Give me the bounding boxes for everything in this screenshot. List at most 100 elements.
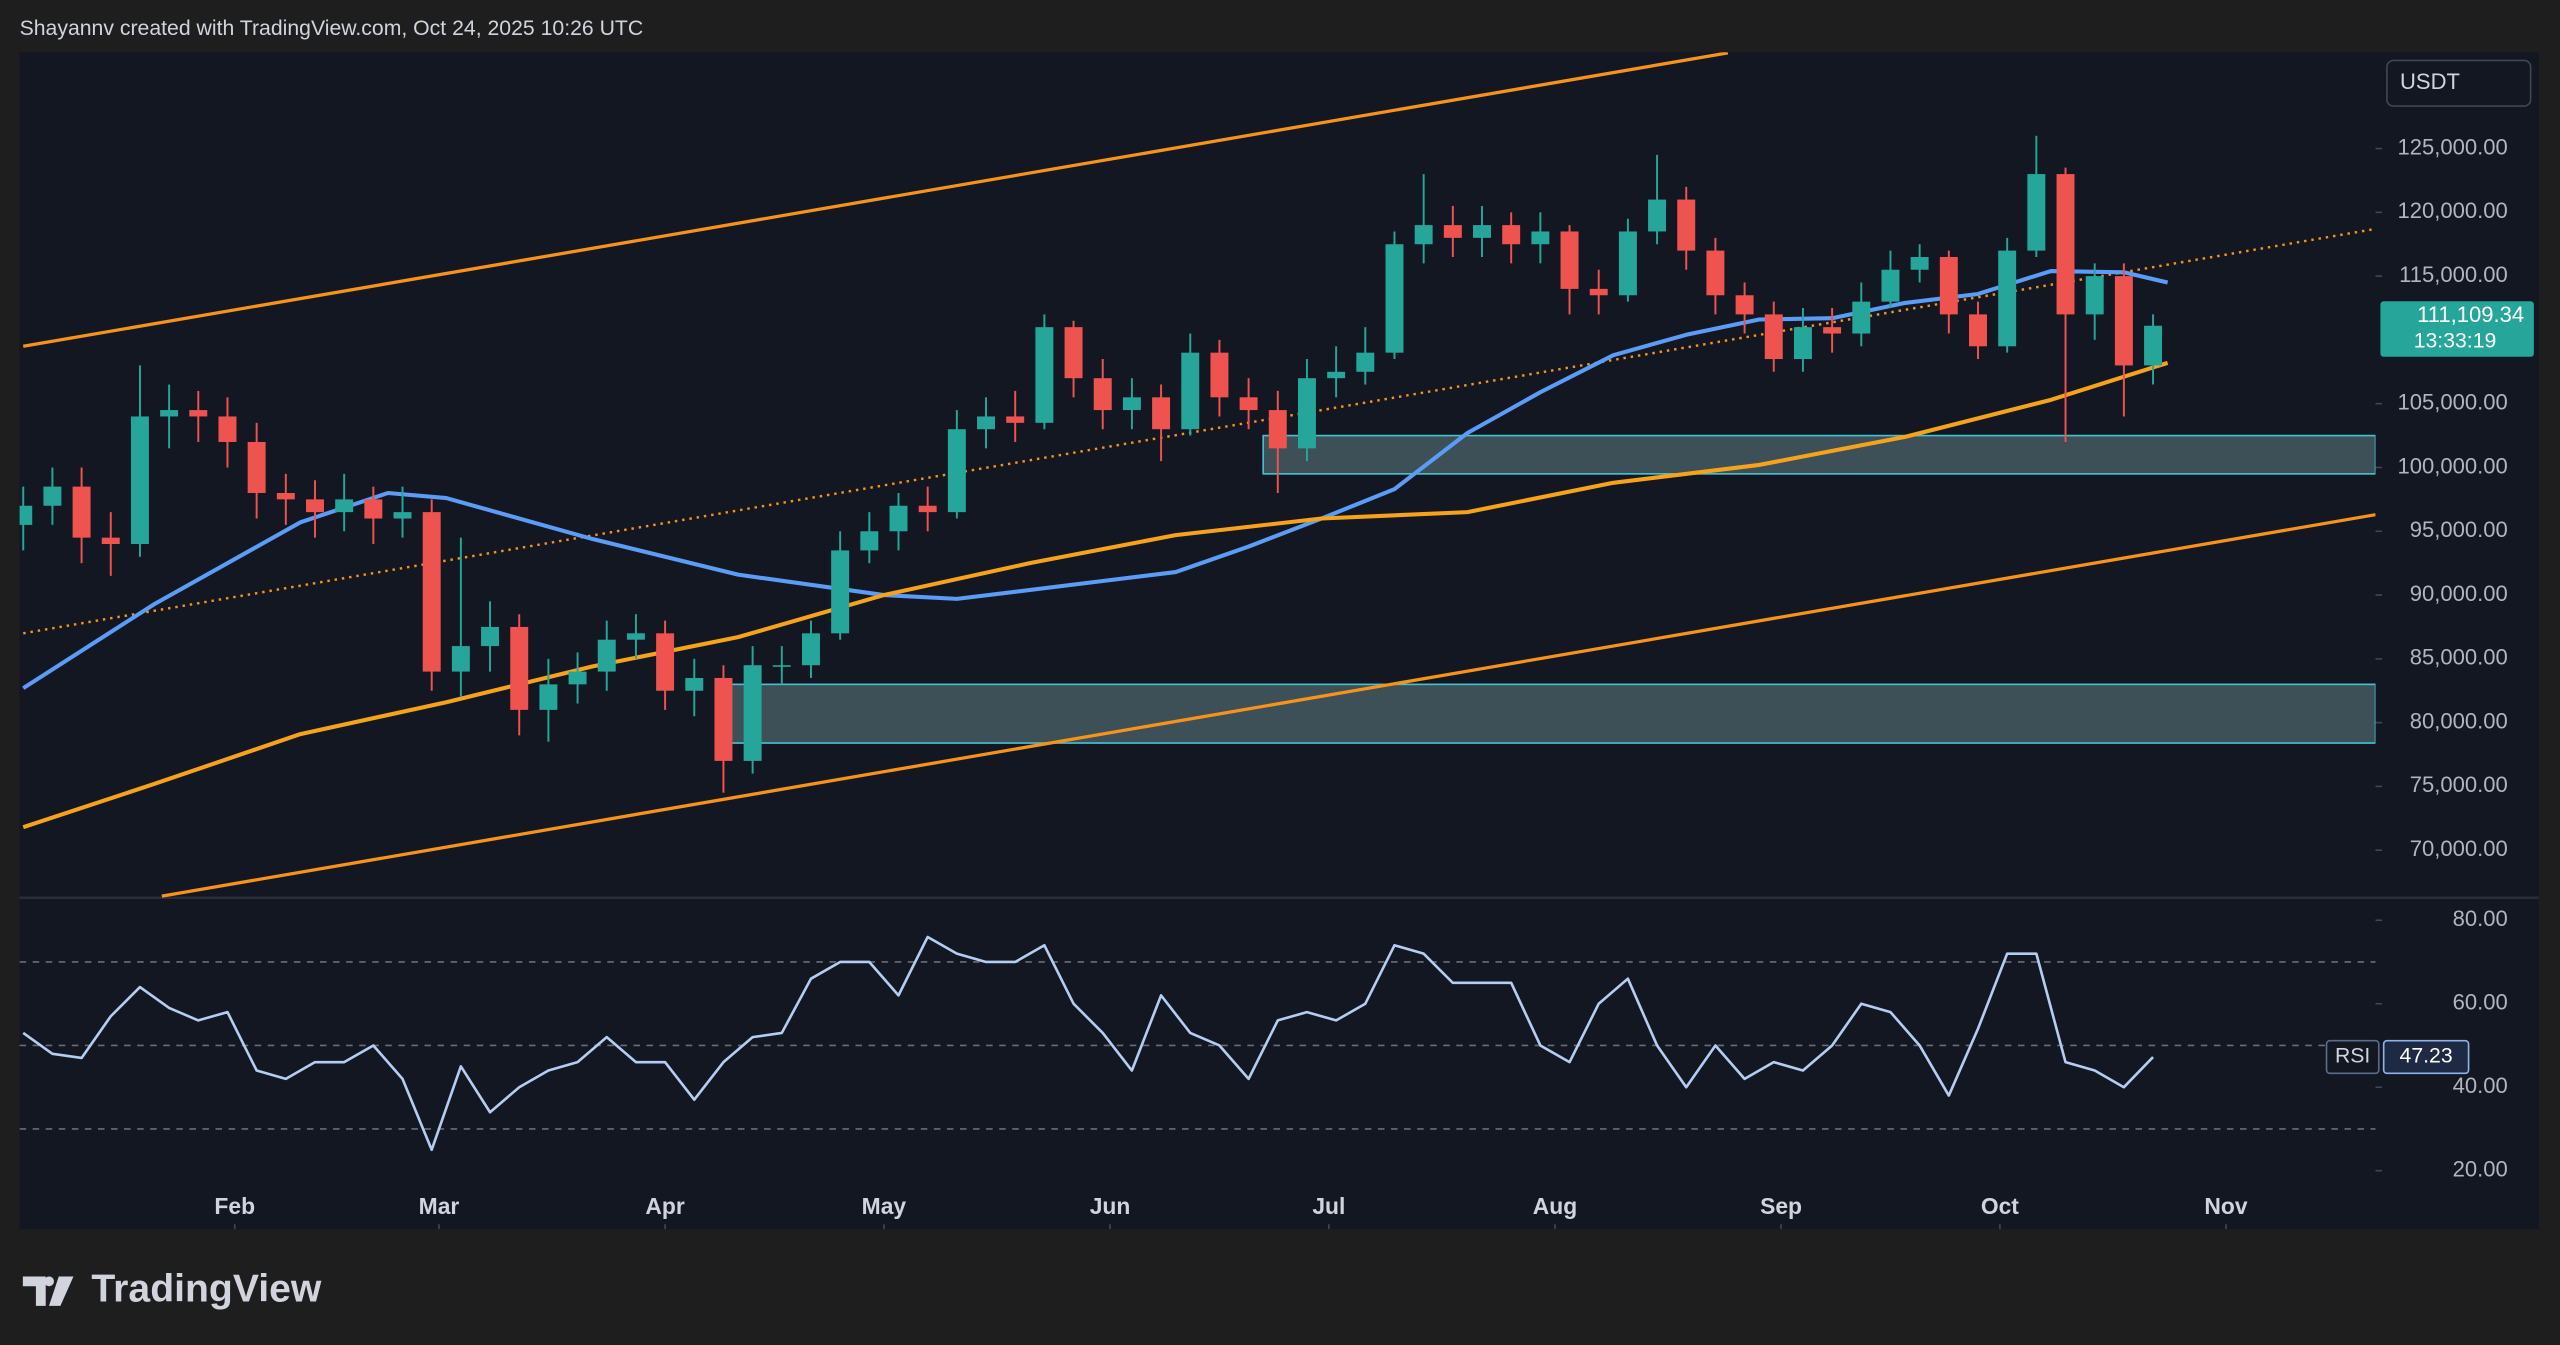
candle-body (539, 684, 558, 710)
rsi-value-box (2382, 1039, 2470, 1075)
x-tick-label: Sep (1760, 1193, 1802, 1219)
currency-label: USDT (2400, 69, 2460, 94)
candle-body (1735, 295, 1754, 315)
candle-body (2027, 174, 2046, 251)
candle-body (626, 633, 645, 640)
candle-body (451, 646, 470, 672)
candle-body (247, 441, 266, 493)
candle-body (72, 486, 91, 538)
x-tick-label: Nov (2204, 1193, 2247, 1219)
candle-body (1268, 410, 1287, 449)
last-price-label: 111,109.34 (2417, 302, 2524, 327)
support-zone (729, 683, 2376, 744)
candle-body (1706, 250, 1725, 296)
candle-body (189, 410, 208, 417)
candle-body (2085, 276, 2104, 315)
y-tick-label: 75,000.00 (2410, 772, 2508, 797)
candle-body (1881, 269, 1900, 302)
x-tick-label: Mar (419, 1193, 460, 1219)
candle-body (860, 531, 879, 551)
y-tick-label: 60.00 (2453, 990, 2508, 1015)
header-text: Shayannv created with TradingView.com, O… (20, 17, 644, 40)
brand-name: TradingView (91, 1267, 321, 1310)
x-tick-label: Feb (214, 1193, 255, 1219)
candle-body (160, 410, 179, 417)
candle-body (364, 499, 383, 519)
candle-body (19, 505, 33, 525)
candle-body (1910, 256, 1929, 270)
candle-body (1502, 225, 1521, 245)
candle-body (1414, 225, 1433, 245)
candle-body (918, 505, 937, 513)
candle-body (335, 499, 354, 513)
candle-body (772, 665, 791, 667)
candle-body (393, 512, 412, 519)
candle-body (1969, 314, 1987, 347)
candle-body (1239, 397, 1258, 411)
candle-body (1006, 416, 1025, 423)
candle-body (831, 550, 850, 634)
candle-body (2114, 276, 2133, 366)
candle-body (2056, 174, 2075, 315)
candle-body (1677, 199, 1696, 251)
moving-average (22, 360, 2169, 830)
rsi-name: RSI (2335, 1045, 2370, 1068)
countdown-label: 13:33:19 (2414, 330, 2497, 353)
y-tick-label: 120,000.00 (2398, 198, 2508, 223)
trend-line (161, 513, 2376, 898)
y-tick-label: 80.00 (2453, 906, 2508, 931)
candle-body (1618, 231, 1637, 296)
trend-line (23, 227, 2376, 635)
candle-body (743, 665, 762, 761)
candle-body (422, 512, 441, 672)
y-tick-label: 100,000.00 (2398, 453, 2508, 478)
logo-icon (22, 1276, 74, 1306)
candle-body (947, 429, 966, 513)
candle-body (1181, 352, 1200, 430)
price-plot (19, 52, 2376, 898)
candle-body (510, 626, 529, 710)
rsi-line (22, 935, 2154, 1152)
rsi-name-box (2325, 1039, 2380, 1075)
candle-body (306, 499, 324, 513)
brand-logo: TradingView (22, 1267, 322, 1310)
y-tick-label: 20.00 (2453, 1156, 2508, 1181)
last-price-box (2380, 301, 2534, 357)
y-tick-label: 125,000.00 (2398, 134, 2508, 159)
y-tick-label: 85,000.00 (2410, 645, 2508, 670)
candle-body (1210, 352, 1229, 398)
candle-body (1589, 288, 1608, 296)
candle-body (1852, 301, 1871, 334)
candle-body (101, 537, 120, 545)
candle-body (1823, 327, 1842, 334)
candle-body (685, 677, 704, 691)
candle-body (1327, 371, 1346, 379)
x-tick-label: Jul (1312, 1193, 1345, 1219)
y-tick-label: 70,000.00 (2410, 836, 2508, 861)
candle-body (1356, 352, 1375, 372)
candle-body (130, 416, 149, 545)
axes: 125,000.00 120,000.00 115,000.00 105,000.00… (214, 59, 2534, 1230)
candle-body (1998, 250, 2017, 347)
x-tick-label: Oct (1981, 1193, 2019, 1219)
candle-body (1035, 327, 1054, 423)
candle-body (1152, 397, 1171, 430)
candle-body (1093, 378, 1112, 411)
x-tick-label: May (862, 1193, 907, 1219)
y-tick-label: 80,000.00 (2410, 708, 2508, 733)
candle-body (218, 416, 237, 442)
candle-body (2144, 325, 2163, 366)
candle-body (977, 416, 996, 430)
candle-body (597, 639, 616, 672)
candle-body (656, 633, 675, 691)
rsi-plot (19, 935, 2376, 1152)
candle-body (1443, 225, 1462, 238)
chart-pane (19, 52, 2539, 1230)
candle-body (568, 671, 587, 685)
candle-body (1297, 378, 1316, 449)
x-tick-label: Apr (645, 1193, 684, 1219)
candle-body (481, 626, 500, 647)
candle-body (1473, 225, 1491, 238)
